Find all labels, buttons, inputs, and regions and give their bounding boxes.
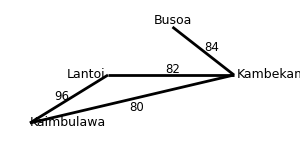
Text: 82: 82 bbox=[165, 63, 180, 76]
Text: 80: 80 bbox=[129, 101, 144, 114]
Text: Lantoi: Lantoi bbox=[66, 69, 105, 81]
Text: Kaimbulawa: Kaimbulawa bbox=[30, 117, 106, 129]
Text: 84: 84 bbox=[204, 42, 219, 54]
Text: Kambekambero: Kambekambero bbox=[237, 69, 300, 81]
Text: Busoa: Busoa bbox=[153, 14, 192, 27]
Text: 96: 96 bbox=[54, 90, 69, 102]
